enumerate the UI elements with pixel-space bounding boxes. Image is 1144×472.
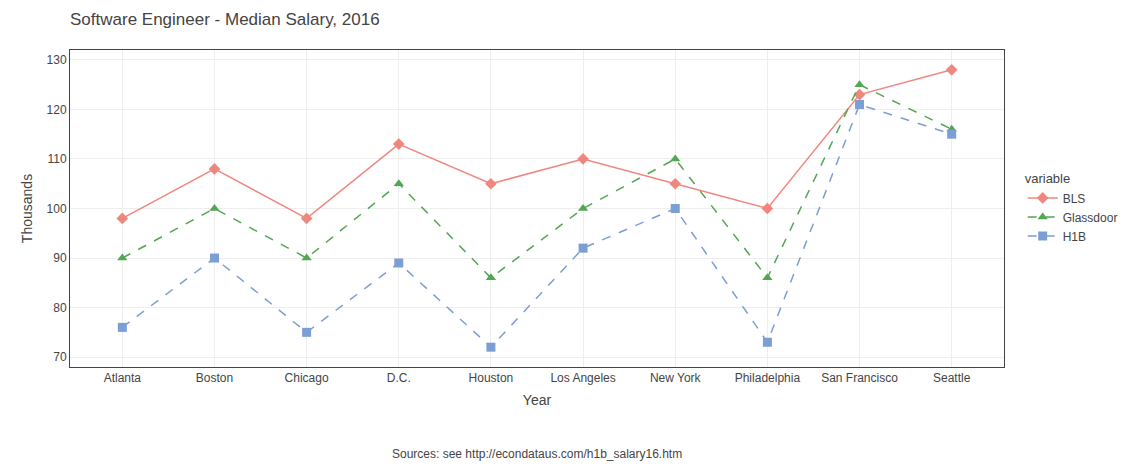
svg-text:BLS: BLS	[1063, 192, 1086, 206]
svg-text:H1B: H1B	[1063, 230, 1086, 244]
svg-text:100: 100	[47, 202, 67, 216]
svg-text:90: 90	[53, 251, 67, 265]
svg-text:Chicago: Chicago	[285, 371, 329, 385]
svg-text:Philadelphia: Philadelphia	[735, 371, 801, 385]
svg-text:San Francisco: San Francisco	[821, 371, 898, 385]
svg-text:130: 130	[47, 53, 67, 67]
svg-text:D.C.: D.C.	[387, 371, 411, 385]
svg-text:Software Engineer - Median Sal: Software Engineer - Median Salary, 2016	[70, 10, 380, 29]
svg-text:Sources: see http://econdataus: Sources: see http://econdataus.com/h1b_s…	[392, 447, 682, 461]
svg-text:Year: Year	[523, 392, 552, 408]
svg-text:Atlanta: Atlanta	[104, 371, 142, 385]
svg-text:Boston: Boston	[196, 371, 233, 385]
svg-text:Los Angeles: Los Angeles	[550, 371, 615, 385]
svg-text:Thousands: Thousands	[19, 174, 35, 243]
svg-text:80: 80	[53, 301, 67, 315]
svg-text:New York: New York	[650, 371, 702, 385]
svg-text:120: 120	[47, 103, 67, 117]
svg-text:70: 70	[53, 350, 67, 364]
svg-text:Glassdoor: Glassdoor	[1063, 211, 1118, 225]
svg-text:Seattle: Seattle	[933, 371, 971, 385]
svg-text:Houston: Houston	[469, 371, 514, 385]
svg-text:110: 110	[47, 152, 66, 166]
svg-text:variable: variable	[1025, 171, 1071, 186]
